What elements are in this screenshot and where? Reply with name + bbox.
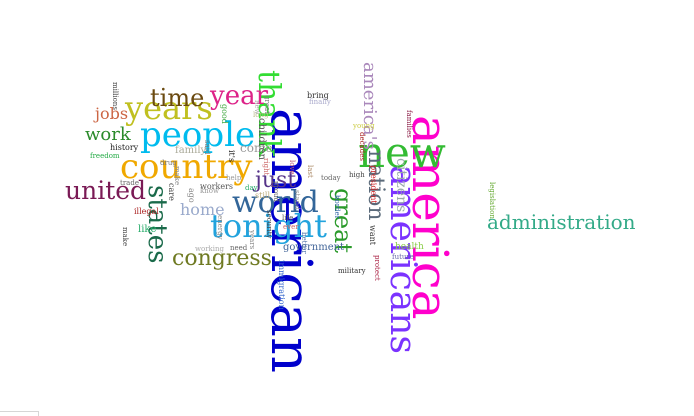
word-stand: stand xyxy=(293,190,301,210)
word-young: young xyxy=(353,122,375,130)
word-administration: administration xyxy=(487,210,636,234)
word-life: life xyxy=(282,214,294,222)
word-people: people xyxy=(140,115,256,155)
word-home: home xyxy=(180,200,225,219)
word-last: last xyxy=(306,165,314,178)
word-long: long xyxy=(253,111,269,119)
word-need: need xyxy=(230,244,248,252)
word-year: year xyxy=(210,81,269,111)
word-future: future xyxy=(392,253,414,261)
word-citizens: citizens xyxy=(393,158,409,213)
word-it-s: it's xyxy=(227,150,236,163)
word-world: world xyxy=(232,185,319,220)
word-today: today xyxy=(321,174,341,182)
word-legislation: legislation xyxy=(488,182,496,219)
word-trade: trade xyxy=(120,179,139,187)
word-immigration: immigration xyxy=(277,260,286,310)
word-bring: bring xyxy=(307,91,329,100)
word-still: still xyxy=(255,191,270,200)
word-love: love xyxy=(288,160,296,175)
word-ever: ever xyxy=(283,223,299,231)
word-energy: energy xyxy=(216,215,224,240)
word-president: president xyxy=(369,165,378,204)
word-decades: decades xyxy=(358,132,366,161)
word-children: children xyxy=(256,118,267,160)
word-great: great xyxy=(263,95,271,114)
word-families: families xyxy=(405,110,413,138)
word-help: help xyxy=(226,174,242,182)
word-right: right xyxy=(262,158,270,176)
scrollbar-corner xyxy=(0,411,39,416)
word-protect: protect xyxy=(373,255,381,281)
word-illegal: illegal xyxy=(134,207,159,216)
word-military: military xyxy=(338,267,366,275)
word-tonight: tonight xyxy=(210,207,327,245)
word-workers: workers xyxy=(200,182,233,191)
word-know: know xyxy=(200,187,219,195)
word-time: time xyxy=(150,84,205,112)
word-care: care xyxy=(167,183,176,201)
word-high: high xyxy=(349,171,365,179)
word-work: work xyxy=(85,124,131,145)
word-like: like xyxy=(138,224,157,235)
word-drug: drug xyxy=(160,159,177,167)
word-day: day xyxy=(245,184,258,192)
word-finally: finally xyxy=(309,98,331,106)
word-family: family xyxy=(175,145,207,156)
word-come: come xyxy=(240,141,273,155)
word-make: make xyxy=(121,227,129,247)
word-millions: millions xyxy=(111,82,119,110)
word-freedom: freedom xyxy=(90,152,120,160)
word-new: new xyxy=(253,100,261,115)
word-jobs: jobs xyxy=(95,104,129,123)
word-years: years xyxy=(248,230,256,250)
word-just: just xyxy=(255,168,297,193)
word-better: better xyxy=(300,232,308,254)
word-border: border xyxy=(333,195,341,220)
word-health: health xyxy=(395,242,424,252)
word-years: years xyxy=(125,89,213,127)
word-ago: ago xyxy=(187,188,196,203)
word-said: said xyxy=(203,140,211,155)
word-new: new xyxy=(358,128,446,177)
word-want: want xyxy=(368,225,377,245)
word-history: history xyxy=(110,143,139,152)
word-government: government xyxy=(283,242,345,253)
word-country: country xyxy=(120,147,253,187)
word-proud: proud xyxy=(272,181,280,203)
word-working: working xyxy=(195,245,225,253)
word-united: united xyxy=(65,176,147,205)
word-good: good xyxy=(220,104,229,124)
word-congress: congress xyxy=(172,246,272,271)
word-security: security xyxy=(265,210,273,239)
word-make: make xyxy=(173,166,181,186)
